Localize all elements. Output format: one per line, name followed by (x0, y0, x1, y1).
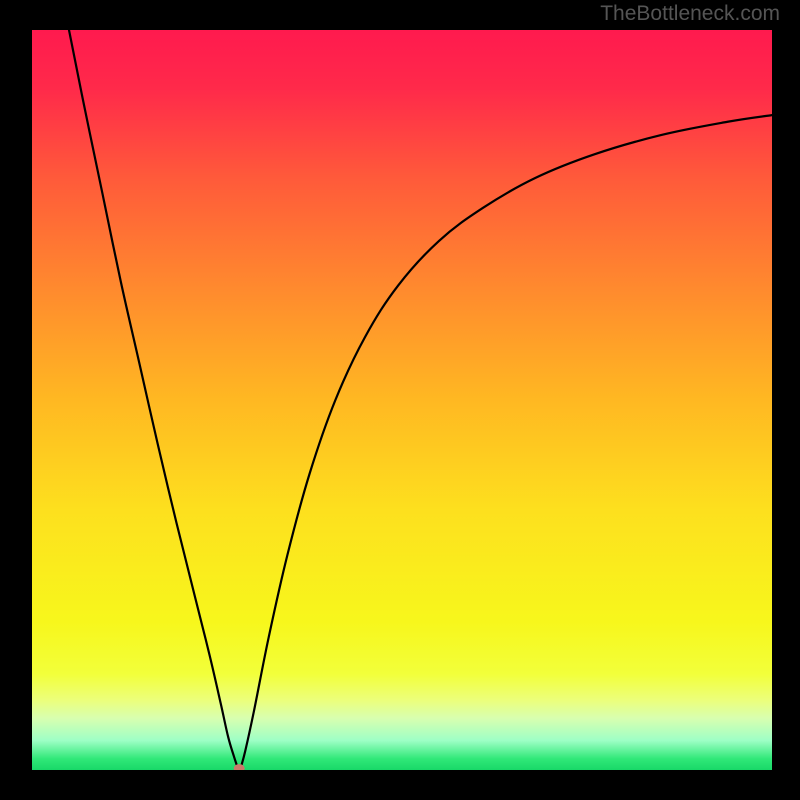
plot-area (32, 30, 772, 770)
watermark-text: TheBottleneck.com (600, 2, 780, 26)
gradient-background (32, 30, 772, 770)
chart-svg (32, 30, 772, 770)
